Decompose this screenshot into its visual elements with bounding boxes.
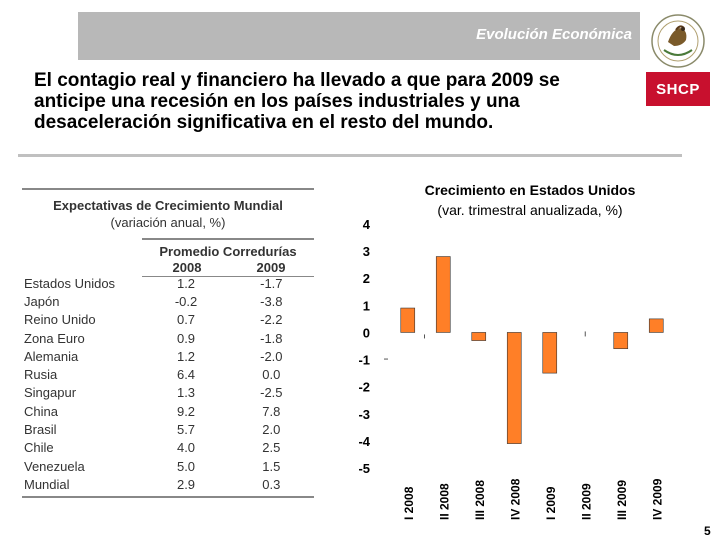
row-value-2009: 0.3 bbox=[262, 476, 281, 492]
headline: El contagio real y financiero ha llevado… bbox=[34, 70, 560, 133]
bar bbox=[648, 318, 664, 333]
y-tick-label: 1 bbox=[363, 298, 370, 313]
x-tick-label: IV 2009 bbox=[650, 478, 664, 520]
table-row: Venezuela 5.0 1.5 bbox=[22, 457, 314, 475]
bar bbox=[506, 332, 522, 444]
row-country: Alemania bbox=[24, 348, 79, 364]
row-country: Mundial bbox=[24, 476, 70, 492]
y-tick-label: 2 bbox=[363, 271, 370, 286]
y-tick-label: -4 bbox=[358, 434, 370, 449]
row-value-2008: -0.2 bbox=[174, 293, 198, 309]
bar bbox=[613, 332, 629, 350]
row-value-2009: -2.0 bbox=[260, 348, 283, 364]
logo: SHCP bbox=[646, 12, 710, 106]
row-value-2008: 1.2 bbox=[176, 275, 196, 291]
header-title: Evolución Económica bbox=[476, 26, 632, 43]
row-value-2009: 7.8 bbox=[262, 403, 281, 419]
row-value-2009: 2.5 bbox=[262, 440, 281, 456]
row-country: Rusia bbox=[24, 367, 58, 383]
row-value-2008: 2.9 bbox=[176, 476, 196, 492]
table-row: Brasil 5.7 2.0 bbox=[22, 420, 314, 438]
x-tick-label: III 2009 bbox=[615, 480, 629, 520]
y-tick-label: 3 bbox=[363, 244, 370, 259]
table-bottom-rule bbox=[22, 495, 314, 498]
table-row: Mundial 2.9 0.3 bbox=[22, 475, 314, 493]
growth-table: Expectativas de Crecimiento Mundial (var… bbox=[22, 188, 314, 498]
chart-title-block: Crecimiento en Estados Unidos (var. trim… bbox=[380, 180, 680, 220]
y-tick-label: -1 bbox=[358, 353, 370, 368]
row-value-2009: 0.0 bbox=[262, 367, 281, 383]
row-country: Estados Unidos bbox=[24, 275, 116, 291]
row-country: Singapur bbox=[24, 385, 77, 401]
row-value-2008: 1.3 bbox=[176, 385, 196, 401]
year-header-2008: 2008 bbox=[172, 260, 202, 275]
group-header: Promedio Corredurías bbox=[142, 238, 314, 259]
x-tick-label: I 2009 bbox=[544, 486, 558, 520]
x-tick-label: III 2008 bbox=[473, 480, 487, 520]
row-value-2009: -1.8 bbox=[260, 330, 283, 346]
row-country: Chile bbox=[24, 440, 54, 456]
table-row: Estados Unidos 1.2 -1.7 bbox=[22, 274, 314, 292]
row-value-2008: 5.7 bbox=[176, 422, 196, 438]
table-row: Reino Unido 0.7 -2.2 bbox=[22, 311, 314, 329]
table-header: Promedio Corredurías 2008 2009 bbox=[22, 234, 314, 277]
row-value-2008: 6.4 bbox=[176, 367, 196, 383]
x-tick-label: II 2008 bbox=[437, 483, 451, 520]
bar bbox=[542, 332, 558, 374]
row-country: China bbox=[24, 403, 58, 419]
row-value-2009: -3.8 bbox=[260, 293, 283, 309]
row-country: Venezuela bbox=[24, 458, 85, 474]
row-value-2008: 9.2 bbox=[176, 403, 196, 419]
table-title: Expectativas de Crecimiento Mundial bbox=[22, 188, 314, 213]
row-country: Zona Euro bbox=[24, 330, 85, 346]
table-row: Japón -0.2 -3.8 bbox=[22, 292, 314, 310]
row-country: Reino Unido bbox=[24, 312, 96, 328]
zero-tick bbox=[424, 334, 425, 339]
x-tick-label: I 2008 bbox=[402, 486, 416, 520]
table-row: Zona Euro 0.9 -1.8 bbox=[22, 329, 314, 347]
y-tick-label: -2 bbox=[358, 380, 370, 395]
year-header-2009: 2009 bbox=[256, 260, 286, 275]
row-country: Japón bbox=[24, 293, 60, 309]
row-country: Brasil bbox=[24, 422, 57, 438]
shcp-label: SHCP bbox=[646, 72, 710, 106]
row-value-2009: -2.5 bbox=[260, 385, 283, 401]
bar bbox=[471, 332, 487, 341]
y-tick-label: 0 bbox=[363, 325, 370, 340]
row-value-2008: 5.0 bbox=[176, 458, 196, 474]
row-value-2008: 4.0 bbox=[176, 440, 196, 456]
x-tick-label: IV 2008 bbox=[508, 478, 522, 520]
table-row: Singapur 1.3 -2.5 bbox=[22, 384, 314, 402]
table-body: Estados Unidos 1.2 -1.7 Japón -0.2 -3.8 Reino … bbox=[22, 274, 314, 494]
page-number: 5 bbox=[704, 524, 711, 538]
bar bbox=[584, 331, 586, 337]
table-row: China 9.2 7.8 bbox=[22, 402, 314, 420]
y-tick-label: -3 bbox=[358, 407, 370, 422]
row-value-2008: 0.7 bbox=[176, 312, 196, 328]
table-subtitle: (variación anual, %) bbox=[110, 215, 226, 230]
row-value-2009: -1.7 bbox=[260, 275, 283, 291]
row-value-2008: 1.2 bbox=[176, 348, 196, 364]
row-value-2009: 1.5 bbox=[262, 458, 281, 474]
chart-title: Crecimiento en Estados Unidos bbox=[424, 182, 636, 198]
bar bbox=[400, 307, 416, 333]
x-tick-label: II 2009 bbox=[579, 483, 593, 520]
zero-tick bbox=[384, 358, 388, 360]
us-growth-chart: 4 3 2 1 0 -1 -2 -3 -4 -5 I 2008 II 2008 III 2008 IV 2… bbox=[358, 217, 664, 520]
chart-subtitle: (var. trimestral anualizada, %) bbox=[437, 202, 623, 218]
eagle-seal-icon bbox=[651, 14, 705, 68]
table-row: Rusia 6.4 0.0 bbox=[22, 365, 314, 383]
y-tick-label: -5 bbox=[358, 461, 370, 476]
row-value-2008: 0.9 bbox=[176, 330, 196, 346]
table-row: Alemania 1.2 -2.0 bbox=[22, 347, 314, 365]
y-tick-label: 4 bbox=[363, 217, 371, 232]
divider bbox=[18, 154, 682, 157]
row-value-2009: 2.0 bbox=[262, 422, 281, 438]
bar bbox=[435, 256, 451, 333]
header-bar: Evolución Económica bbox=[78, 12, 640, 60]
row-value-2009: -2.2 bbox=[260, 312, 283, 328]
table-row: Chile 4.0 2.5 bbox=[22, 439, 314, 457]
